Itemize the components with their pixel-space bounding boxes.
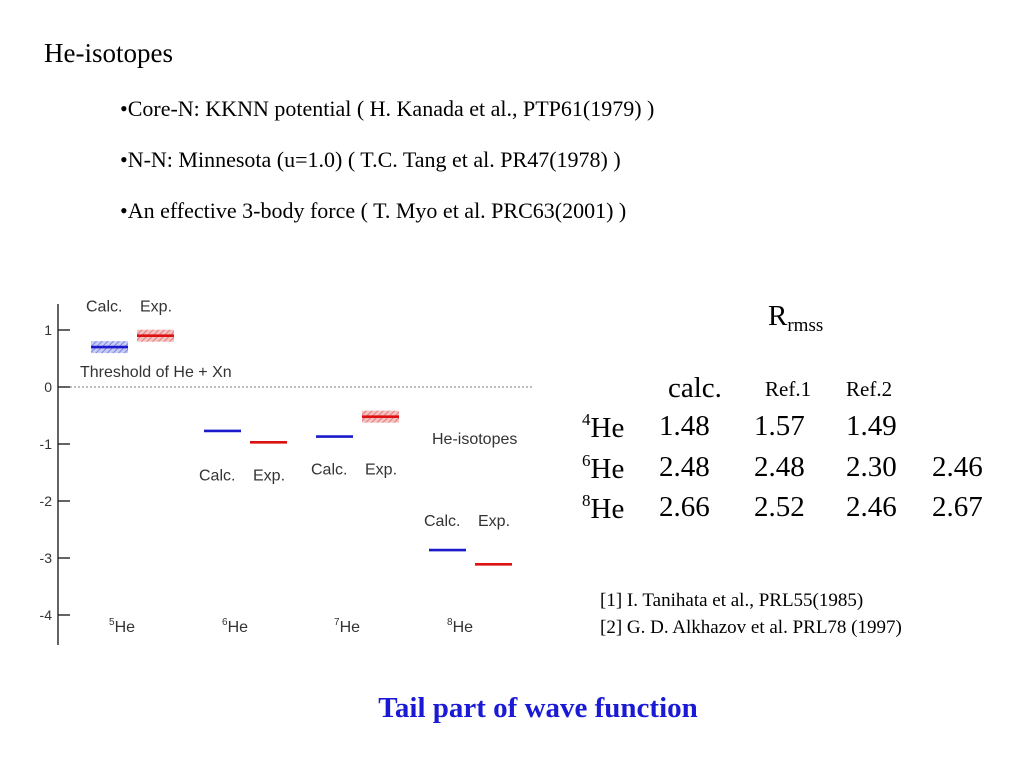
exp-label: Exp. <box>140 299 172 316</box>
cell-ref1: 2.52 <box>754 491 805 523</box>
cell-ref2: 1.49 <box>846 410 897 442</box>
calc-label: Calc. <box>424 513 460 530</box>
isotope-group: Calc. Exp. 8He <box>424 513 512 636</box>
calc-label: Calc. <box>199 467 235 484</box>
energy-level-chart: 1 0 -1 -2 -3 -4 Threshold of He + Xn Calc. Exp.… <box>40 299 532 645</box>
row-isotope: 4He <box>582 410 625 444</box>
cell-calc: 2.48 <box>659 451 710 483</box>
row-isotope: 6He <box>582 451 625 485</box>
isotope-label: 8He <box>447 617 473 636</box>
row-isotope: 8He <box>582 491 625 525</box>
isotope-label: 6He <box>222 617 248 636</box>
threshold-label: Threshold of He + Xn <box>80 364 232 381</box>
table-row: 8He 2.66 2.52 2.46 2.67 <box>0 491 1024 527</box>
isotope-label: 7He <box>334 617 360 636</box>
table-row: 6He 2.48 2.48 2.30 2.46 <box>0 451 1024 487</box>
bullet-core-n: •Core-N: KKNN potential ( H. Kanada et a… <box>120 96 655 121</box>
slide-title: He-isotopes <box>44 38 173 68</box>
cell-ref1: 2.48 <box>754 451 805 483</box>
cell-calc: 2.66 <box>659 491 710 523</box>
reference-2: [2] G. D. Alkhazov et al. PRL78 (1997) <box>600 617 902 638</box>
isotope-label: 5He <box>109 617 135 636</box>
cell-calc: 1.48 <box>659 410 710 442</box>
bullet-n-n: •N-N: Minnesota (u=1.0) ( T.C. Tang et a… <box>120 147 621 172</box>
col-header-calc: calc. <box>668 372 722 404</box>
exp-label: Exp. <box>253 467 285 484</box>
reference-1: [1] I. Tanihata et al., PRL55(1985) <box>600 590 864 611</box>
chart-title: He-isotopes <box>432 431 517 448</box>
cell-ref1: 1.57 <box>754 410 805 442</box>
y-tick-label: -1 <box>40 436 53 452</box>
isotope-group: Calc. Exp. 6He <box>199 429 287 636</box>
cell-extra: 2.46 <box>932 451 983 483</box>
y-tick-label: 0 <box>44 379 52 395</box>
rms-table-header: calc. Ref.1 Ref.2 <box>0 372 1024 408</box>
cell-ref2: 2.46 <box>846 491 897 523</box>
slide-caption: Tail part of wave function <box>378 692 698 724</box>
y-tick-label: -4 <box>40 607 53 623</box>
cell-ref2: 2.30 <box>846 451 897 483</box>
rms-heading: Rrmss <box>768 300 824 336</box>
col-header-ref2: Ref.2 <box>846 377 893 401</box>
col-header-ref1: Ref.1 <box>765 377 812 401</box>
bullet-three-body: •An effective 3-body force ( T. Myo et a… <box>120 198 627 223</box>
y-tick-label: -2 <box>40 493 53 509</box>
isotope-group: Calc. Exp. 7He <box>311 410 399 636</box>
y-tick-label: -3 <box>40 550 53 566</box>
isotope-group: Calc. Exp. 5He <box>86 299 174 636</box>
table-row: 4He 1.48 1.57 1.49 <box>0 410 1024 446</box>
calc-label: Calc. <box>86 299 122 316</box>
exp-label: Exp. <box>365 462 397 479</box>
exp-label: Exp. <box>478 513 510 530</box>
calc-label: Calc. <box>311 462 347 479</box>
y-tick-label: 1 <box>44 322 52 338</box>
cell-extra: 2.67 <box>932 491 983 523</box>
